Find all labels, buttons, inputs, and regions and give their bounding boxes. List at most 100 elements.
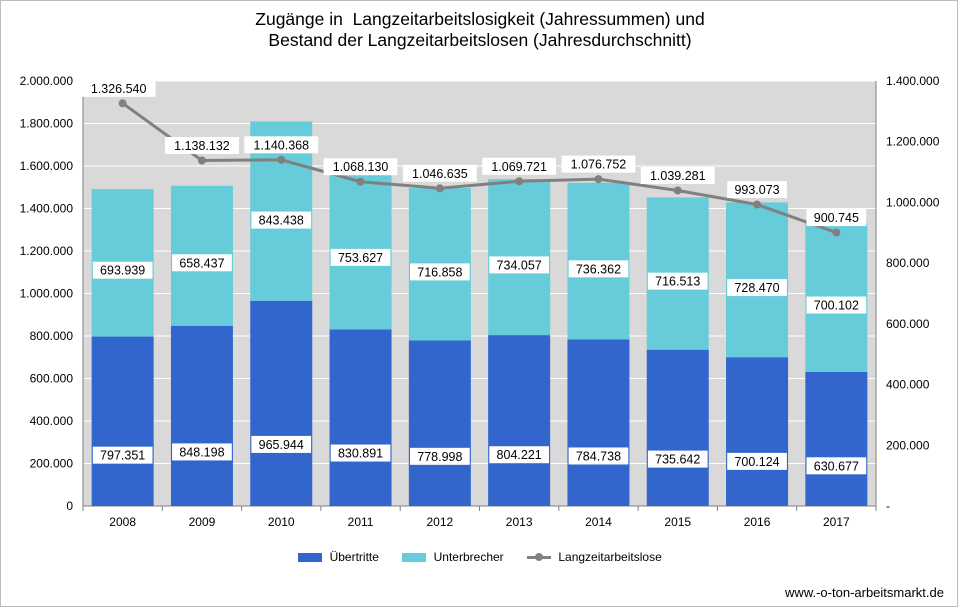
- legend-label-unterbrecher: Unterbrecher: [433, 549, 504, 564]
- point-langzeitarbeitslose: [197, 156, 206, 165]
- point-langzeitarbeitslose: [594, 175, 603, 184]
- chart-title-line-1: Zugänge in Langzeitarbeitslosigkeit (Jah…: [255, 9, 705, 29]
- data-label-unterbrecher: 734.057: [497, 258, 542, 272]
- y-left-tick-label: 600.000: [30, 372, 74, 386]
- chart-title-line-2: Bestand der Langzeitarbeitslosen (Jahres…: [268, 30, 692, 50]
- bar-uebertritte: [567, 339, 630, 506]
- x-tick-label: 2011: [348, 515, 374, 529]
- data-label-uebertritte: 804.221: [497, 448, 542, 462]
- data-label-unterbrecher-bg: [92, 261, 153, 279]
- data-label-uebertritte: 735.642: [655, 453, 700, 467]
- x-tick-label: 2010: [268, 515, 295, 529]
- point-langzeitarbeitslose: [435, 184, 444, 193]
- source-credit: www.-o-ton-arbeitsmarkt.de: [785, 585, 944, 600]
- y-left-tick-label: 2.000.000: [20, 74, 74, 88]
- chart-legend: Übertritte Unterbrecher Langzeitarbeitsl…: [0, 549, 960, 564]
- y-left-tick-label: 800.000: [30, 329, 74, 343]
- data-label-unterbrecher-bg: [172, 254, 232, 272]
- data-label-langzeitarbeitslose-bg: [165, 136, 239, 154]
- data-label-unterbrecher: 728.470: [734, 281, 779, 295]
- x-tick-label: 2014: [585, 515, 612, 529]
- data-label-langzeitarbeitslose: 1.039.281: [650, 169, 706, 183]
- data-label-langzeitarbeitslose-bg: [482, 157, 557, 175]
- point-langzeitarbeitslose: [277, 155, 286, 164]
- y-right-tick-label: 400.000: [886, 378, 930, 392]
- data-label-uebertritte: 830.891: [338, 447, 383, 461]
- point-langzeitarbeitslose: [753, 200, 762, 209]
- y-left-tick-label: 1.600.000: [20, 159, 74, 173]
- data-label-unterbrecher-bg: [489, 256, 549, 274]
- data-label-uebertritte: 630.677: [814, 459, 859, 473]
- bar-uebertritte: [170, 325, 233, 506]
- y-left-tick-label: 1.400.000: [20, 202, 74, 216]
- data-label-unterbrecher: 658.437: [179, 256, 224, 270]
- bar-uebertritte: [329, 329, 392, 506]
- point-langzeitarbeitslose: [356, 177, 365, 186]
- data-label-langzeitarbeitslose: 1.076.752: [571, 158, 627, 172]
- data-label-langzeitarbeitslose: 1.069.721: [491, 160, 547, 174]
- legend-label-langzeitarbeitslose: Langzeitarbeitslose: [558, 549, 662, 564]
- legend-label-uebertritte: Übertritte: [329, 549, 379, 564]
- data-label-uebertritte-bg: [172, 443, 232, 461]
- data-label-uebertritte-bg: [647, 450, 708, 468]
- legend-item-uebertritte: Übertritte: [298, 550, 379, 564]
- data-label-uebertritte: 778.998: [417, 450, 462, 464]
- x-tick-label: 2015: [664, 515, 691, 529]
- data-label-uebertritte: 965.944: [259, 438, 304, 452]
- x-tick-label: 2017: [823, 515, 850, 529]
- data-label-unterbrecher-bg: [330, 248, 391, 266]
- y-left-tick-label: 400.000: [30, 414, 74, 428]
- data-label-langzeitarbeitslose: 1.068.130: [333, 160, 389, 174]
- data-label-langzeitarbeitslose: 1.138.132: [174, 139, 230, 153]
- y-right-tick-label: 1.400.000: [886, 74, 940, 88]
- data-label-unterbrecher: 716.513: [655, 275, 700, 289]
- y-left-tick-label: 1.000.000: [20, 287, 74, 301]
- data-label-langzeitarbeitslose-bg: [561, 155, 636, 173]
- point-langzeitarbeitslose: [673, 186, 682, 195]
- data-label-langzeitarbeitslose-bg: [323, 158, 398, 176]
- y-right-tick-label: 600.000: [886, 317, 930, 331]
- x-tick-label: 2013: [506, 515, 533, 529]
- x-tick-label: 2016: [744, 515, 771, 529]
- data-label-langzeitarbeitslose: 993.073: [734, 183, 779, 197]
- data-label-unterbrecher: 843.438: [259, 214, 304, 228]
- data-label-uebertritte-bg: [489, 446, 549, 464]
- data-label-unterbrecher-bg: [727, 279, 787, 297]
- point-langzeitarbeitslose: [515, 177, 524, 186]
- bar-uebertritte: [91, 336, 154, 506]
- combo-chart: 0 200.000 400.000 600.000 800.000 1.000.000 1.…: [20, 74, 940, 529]
- y-right-tick-label: -: [886, 499, 890, 513]
- data-label-unterbrecher-bg: [251, 211, 312, 229]
- data-label-uebertritte-bg: [727, 452, 787, 470]
- x-tick-label: 2012: [426, 515, 453, 529]
- data-label-uebertritte-bg: [568, 447, 629, 465]
- data-label-unterbrecher-bg: [568, 260, 629, 278]
- data-label-langzeitarbeitslose: 1.140.368: [253, 138, 309, 152]
- data-label-uebertritte-bg: [330, 444, 391, 462]
- data-label-langzeitarbeitslose: 1.046.635: [412, 167, 468, 181]
- legend-item-langzeitarbeitslose: Langzeitarbeitslose: [527, 550, 662, 564]
- data-label-uebertritte-bg: [92, 446, 153, 464]
- data-label-langzeitarbeitslose: 1.326.540: [91, 82, 147, 96]
- data-label-uebertritte: 848.198: [179, 445, 224, 459]
- point-langzeitarbeitslose: [118, 99, 127, 108]
- legend-swatch-unterbrecher: [402, 553, 427, 563]
- data-label-uebertritte: 700.124: [734, 455, 779, 469]
- legend-item-unterbrecher: Unterbrecher: [402, 549, 504, 564]
- bar-uebertritte: [250, 300, 313, 506]
- y-right-tick-label: 200.000: [886, 438, 930, 452]
- data-label-unterbrecher-bg: [410, 263, 470, 281]
- data-label-langzeitarbeitslose-bg: [727, 181, 787, 199]
- bar-uebertritte: [646, 349, 709, 506]
- y-right-tick-label: 800.000: [886, 256, 930, 270]
- x-tick-label: 2009: [189, 515, 216, 529]
- data-label-langzeitarbeitslose-bg: [81, 79, 156, 97]
- legend-swatch-langzeitarbeitslose: [527, 553, 551, 562]
- data-label-unterbrecher: 753.627: [338, 251, 383, 265]
- data-label-langzeitarbeitslose-bg: [244, 136, 319, 154]
- data-label-langzeitarbeitslose: 900.745: [814, 211, 859, 225]
- data-label-unterbrecher: 716.858: [417, 265, 462, 279]
- bar-uebertritte: [488, 335, 551, 506]
- data-label-langzeitarbeitslose-bg: [402, 164, 477, 182]
